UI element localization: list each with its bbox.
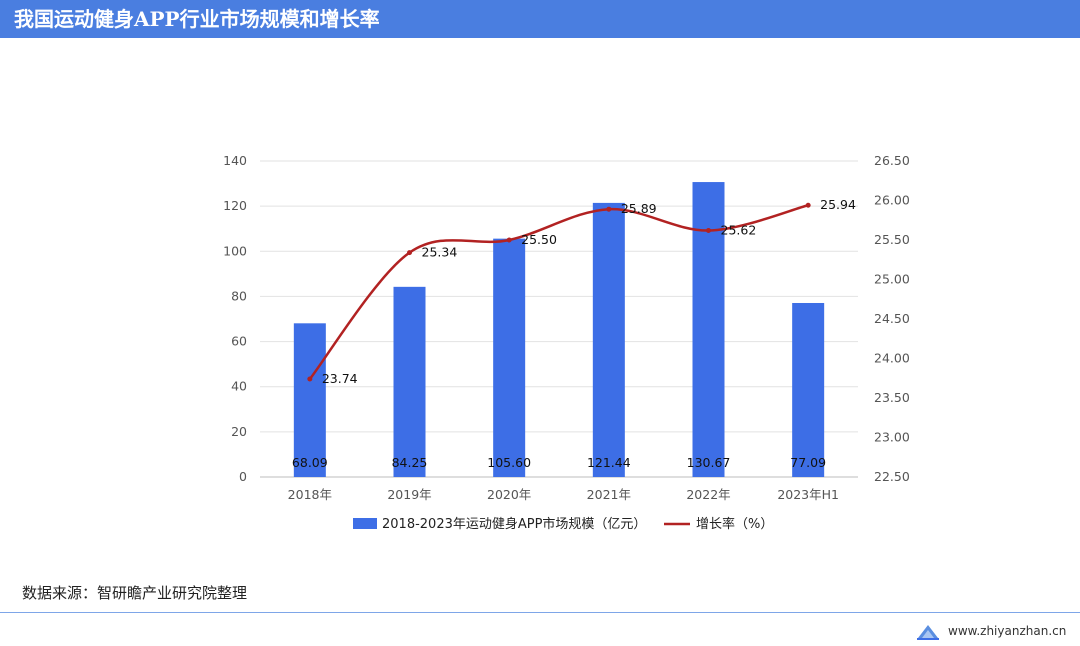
x-tick-label: 2020年	[487, 487, 531, 502]
line-point	[307, 376, 313, 382]
bar	[592, 202, 625, 477]
bar	[293, 323, 326, 477]
page-title: 我国运动健身APP行业市场规模和增长率	[14, 7, 380, 31]
line-point	[606, 206, 612, 212]
y-right-tick-label: 25.00	[874, 272, 910, 287]
line-point	[407, 250, 412, 256]
line-value-label: 23.74	[322, 371, 358, 386]
line-point	[706, 228, 711, 234]
y-left-tick-label: 60	[231, 334, 247, 349]
data-source: 数据来源：智研瞻产业研究院整理	[22, 584, 248, 602]
bar-value-label: 68.09	[292, 455, 328, 470]
y-left-tick-label: 80	[231, 288, 247, 303]
x-tick-label: 2023年H1	[777, 487, 839, 502]
legend-line-label: 增长率（%）	[696, 516, 773, 532]
x-tick-label: 2018年	[288, 487, 332, 502]
y-right-tick-label: 22.50	[874, 469, 910, 484]
bar	[493, 238, 526, 477]
x-tick-label: 2019年	[387, 487, 431, 502]
y-right-tick-label: 24.50	[874, 311, 910, 326]
line-value-label: 25.62	[721, 223, 757, 238]
website-link[interactable]: www.zhiyanzhan.cn	[948, 624, 1067, 638]
y-left-tick-label: 0	[239, 469, 247, 484]
y-left-tick-label: 20	[231, 424, 247, 439]
y-right-tick-label: 25.50	[874, 232, 910, 247]
y-right-tick-label: 23.50	[874, 390, 910, 405]
chart: 0 20 40 60 80 100 120 140 22.50 23.00 23.50 24.00 2…	[223, 153, 910, 532]
logo-icon	[917, 625, 939, 640]
line-point	[506, 237, 512, 243]
bar-value-label: 105.60	[487, 455, 531, 470]
line-value-label: 25.50	[521, 232, 557, 247]
bar-value-label: 84.25	[392, 455, 428, 470]
y-left-tick-label: 140	[223, 153, 247, 168]
x-tick-label: 2022年	[686, 487, 730, 502]
line-value-label: 25.94	[820, 197, 856, 212]
legend-bar-label: 2018-2023年运动健身APP市场规模（亿元）	[382, 516, 646, 532]
line-value-label: 25.89	[621, 201, 657, 216]
y-left-tick-label: 120	[223, 198, 247, 213]
title-bar: 我国运动健身APP行业市场规模和增长率	[0, 0, 1080, 38]
bar-value-label: 130.67	[687, 455, 731, 470]
bar	[792, 302, 825, 477]
footer-divider	[0, 612, 1080, 613]
line-point	[805, 202, 811, 208]
y-right-tick-label: 24.00	[874, 351, 910, 366]
legend-bar-swatch	[353, 518, 377, 529]
bar-value-label: 121.44	[587, 455, 631, 470]
y-left-tick-label: 100	[223, 243, 247, 258]
y-right-tick-label: 26.00	[874, 193, 910, 208]
x-tick-label: 2021年	[587, 487, 631, 502]
bar	[393, 286, 426, 477]
bar-value-label: 77.09	[790, 455, 826, 470]
y-right-tick-label: 23.00	[874, 430, 910, 445]
growth-rate-line	[308, 204, 809, 380]
y-right-tick-label: 26.50	[874, 153, 910, 168]
line-value-label: 25.34	[422, 245, 458, 260]
y-left-tick-label: 40	[231, 379, 247, 394]
